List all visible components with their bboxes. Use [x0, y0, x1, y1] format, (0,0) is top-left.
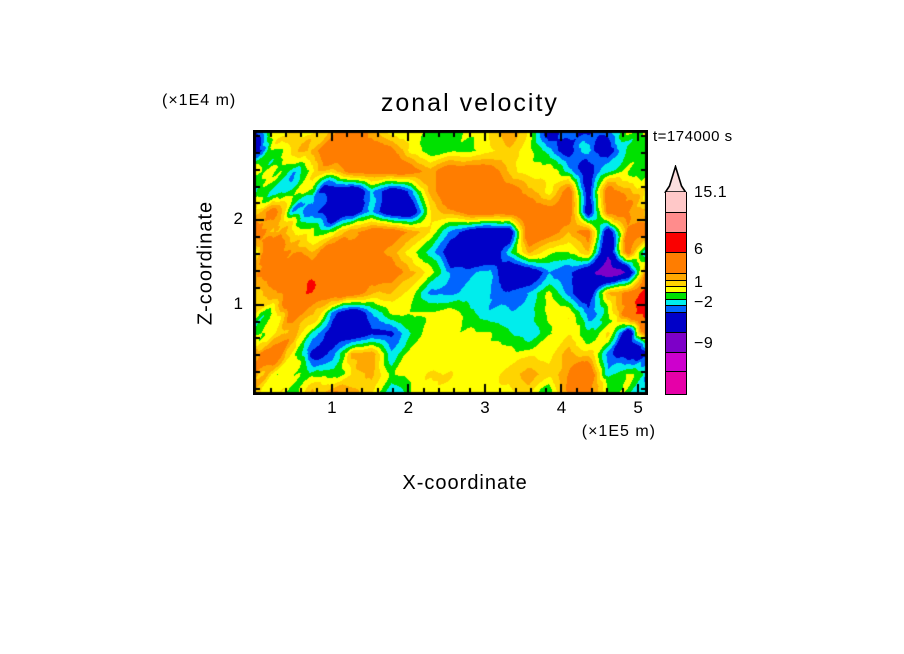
colorbar-segment — [666, 192, 686, 212]
colorbar-segment — [666, 352, 686, 371]
colorbar-tick-label: 15.1 — [694, 184, 728, 201]
colorbar-segment — [666, 286, 686, 292]
x-tick-label: 1 — [327, 398, 337, 417]
colorbar — [665, 192, 687, 395]
colorbar-overflow-arrow-icon — [664, 165, 687, 193]
x-axis-unit-label: (×1E5 m) — [581, 423, 656, 440]
x-tick-label: 3 — [480, 398, 490, 417]
x-axis-title-text: X-coordinate — [402, 472, 528, 494]
y-tick-label: 2 — [233, 209, 243, 229]
time-annotation: t=174000 s — [653, 128, 733, 145]
colorbar-segment — [666, 232, 686, 252]
colorbar-segment — [666, 371, 686, 394]
x-tick-label: 4 — [556, 398, 567, 417]
colorbar-tick-label: 6 — [694, 241, 704, 258]
colorbar-segment — [666, 273, 686, 280]
contour-plot-canvas — [253, 130, 648, 395]
colorbar-segment — [666, 332, 686, 352]
colorbar-segment — [666, 312, 686, 332]
y-axis-unit-label: (×1E4 m) — [162, 92, 237, 109]
chart-title-text: zonal velocity — [380, 89, 559, 117]
colorbar-segment — [666, 292, 686, 299]
colorbar-tick-label: −2 — [694, 294, 714, 311]
colorbar-segment — [666, 305, 686, 312]
colorbar-tick-label: −9 — [694, 335, 714, 352]
colorbar-tick-label: 1 — [694, 274, 704, 291]
colorbar-segment — [666, 252, 686, 273]
x-tick-label: 5 — [633, 398, 643, 417]
x-tick-label: 2 — [403, 398, 414, 417]
colorbar-segment — [666, 299, 686, 305]
colorbar-segment — [666, 212, 686, 232]
chart-title: zonal velocity — [0, 60, 904, 147]
x-axis-title: X-coordinate — [0, 449, 904, 518]
y-tick-label: 1 — [233, 293, 243, 313]
colorbar-segment — [666, 280, 686, 286]
